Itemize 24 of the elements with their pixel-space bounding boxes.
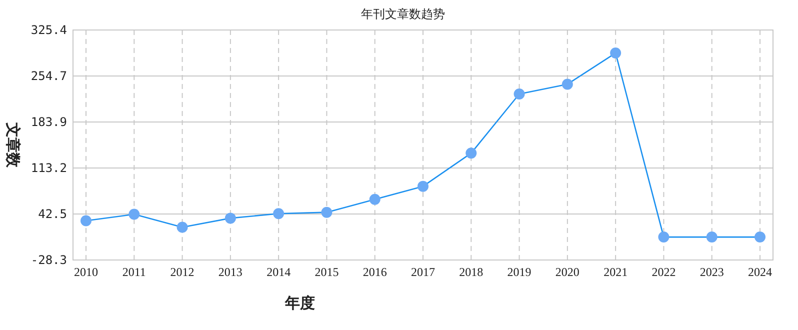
y-tick-label: 42.5 xyxy=(38,206,67,221)
y-tick-label: 183.9 xyxy=(30,115,67,130)
y-tick-label: 325.4 xyxy=(30,23,67,37)
x-tick-label: 2017 xyxy=(411,265,435,279)
x-tick-label: 2014 xyxy=(266,265,291,279)
x-tick-label: 2016 xyxy=(362,265,387,279)
x-tick-label: 2011 xyxy=(122,265,146,279)
x-tick-label: 2013 xyxy=(218,265,242,279)
x-tick-label: 2018 xyxy=(459,265,484,279)
y-tick-label: 113.2 xyxy=(30,160,67,175)
x-tick-label: 2021 xyxy=(604,265,628,279)
y-tick-label: 254.7 xyxy=(30,68,67,83)
x-tick-label: 2019 xyxy=(507,265,532,279)
x-tick-label: 2023 xyxy=(700,265,724,279)
x-tick-label: 2024 xyxy=(748,265,772,279)
chart-title: 年刊文章数趋势 xyxy=(361,7,445,21)
x-tick-label: 2022 xyxy=(652,265,676,279)
x-tick-label: 2012 xyxy=(170,265,194,279)
x-tick-label: 2015 xyxy=(314,265,339,279)
x-tick-label: 2010 xyxy=(74,265,98,279)
y-tick-label: -28.3 xyxy=(30,253,67,267)
x-axis-title: 年度 xyxy=(284,294,315,312)
y-axis-title: 文章数 xyxy=(4,122,22,168)
x-tick-label: 2020 xyxy=(555,265,580,279)
